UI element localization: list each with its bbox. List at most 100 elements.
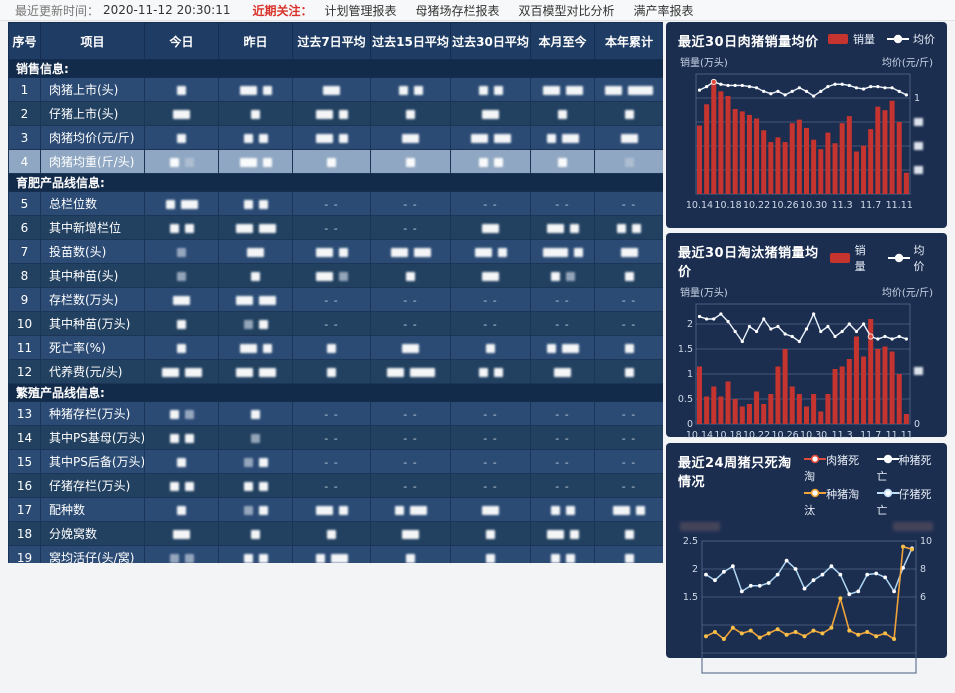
redacted-value xyxy=(338,109,348,119)
link-full-capacity-report[interactable]: 满产率报表 xyxy=(633,3,694,18)
redacted-value xyxy=(315,247,333,257)
table-row-1[interactable]: 1 肉猪上市(头) xyxy=(8,77,663,102)
redacted-value-cell xyxy=(292,149,371,174)
svg-text:10: 10 xyxy=(920,536,932,547)
redacted-value-cell xyxy=(594,335,663,360)
col-header-2: 今日 xyxy=(144,22,219,60)
legend-item-均价[interactable]: 均价 xyxy=(887,31,935,47)
table-row-9[interactable]: 9 存栏数(万头) - -- -- -- -- - xyxy=(8,287,663,312)
legend-item-种猪死亡[interactable]: 种猪死亡 xyxy=(876,452,935,484)
no-data-cell: - - xyxy=(292,425,371,450)
legend-item-销量[interactable]: 销量 xyxy=(827,31,875,47)
redacted-value xyxy=(482,109,499,119)
redacted-value-cell xyxy=(144,449,219,474)
table-row-13[interactable]: 13 种猪存栏(万头) - -- -- -- -- - xyxy=(8,401,663,426)
no-data-cell: - - xyxy=(292,401,371,426)
table-row-19[interactable]: 19 窝均活仔(头/窝) xyxy=(8,545,663,563)
redacted-value xyxy=(482,271,499,281)
row-number: 11 xyxy=(8,335,41,360)
chart1-title: 最近30日肉猪销量均价 xyxy=(678,35,819,50)
table-row-18[interactable]: 18 分娩窝数 xyxy=(8,521,663,546)
redacted-value xyxy=(323,85,340,95)
redacted-value-cell xyxy=(218,263,293,288)
redacted-value-cell xyxy=(530,545,595,563)
no-data-cell: - - xyxy=(450,425,531,450)
redacted-value xyxy=(546,223,564,233)
redacted-value xyxy=(251,409,260,419)
chart1-axis-names: 销量(万头) 均价(元/斤) xyxy=(678,54,935,69)
chart2-right-axis-name: 均价(元/斤) xyxy=(881,288,933,299)
legend-item-仔猪死亡[interactable]: 仔猪死亡 xyxy=(876,486,935,518)
redacted-value xyxy=(247,247,264,257)
no-data-cell: - - xyxy=(530,401,595,426)
table-row-16[interactable]: 16 仔猪存栏(万头) - -- -- -- -- - xyxy=(8,473,663,498)
table-row-5[interactable]: 5 总栏位数 - -- -- -- -- - xyxy=(8,191,663,216)
link-plan-report[interactable]: 计划管理报表 xyxy=(324,3,397,18)
row-number: 5 xyxy=(8,191,41,216)
redacted-value xyxy=(561,133,579,143)
table-row-15[interactable]: 15 其中PS后备(万头) - -- -- -- -- - xyxy=(8,449,663,474)
redacted-value xyxy=(486,553,495,563)
redacted-value-cell xyxy=(218,359,293,384)
redacted-value-cell xyxy=(144,263,219,288)
redacted-value xyxy=(620,133,638,143)
no-data-cell: - - xyxy=(292,287,371,312)
legend-item-均价[interactable]: 均价 xyxy=(888,242,935,274)
redacted-value xyxy=(239,157,257,167)
redacted-value-cell xyxy=(450,521,531,546)
table-row-3[interactable]: 3 肉猪均价(元/斤) xyxy=(8,125,663,150)
redacted-value xyxy=(493,367,503,377)
redacted-value-cell xyxy=(144,521,219,546)
redacted-value-cell xyxy=(144,77,219,102)
link-model-compare[interactable]: 双百模型对比分析 xyxy=(518,3,615,18)
table-row-8[interactable]: 8 其中种苗(头) xyxy=(8,263,663,288)
redacted-value-cell xyxy=(144,101,219,126)
legend-label: 仔猪死亡 xyxy=(876,488,932,517)
table-row-11[interactable]: 11 死亡率(%) xyxy=(8,335,663,360)
redacted-value-cell xyxy=(594,521,663,546)
row-number: 1 xyxy=(8,77,41,102)
redacted-value-cell xyxy=(594,263,663,288)
no-data-cell: - - xyxy=(292,473,371,498)
top-status-bar: 最近更新时间： 2020-11-12 20:30:11 近期关注： 计划管理报表… xyxy=(0,0,955,21)
redacted-value xyxy=(406,109,415,119)
no-data-cell: - - xyxy=(292,449,371,474)
no-data-cell: - - xyxy=(370,311,451,336)
recent-focus-label: 近期关注： xyxy=(252,3,313,18)
redacted-value-cell xyxy=(292,521,371,546)
redacted-value-cell xyxy=(370,545,451,563)
redacted-value-cell xyxy=(530,335,595,360)
table-row-2[interactable]: 2 仔猪上市(头) xyxy=(8,101,663,126)
col-header-1: 项目 xyxy=(40,22,145,60)
no-data-cell: - - xyxy=(370,191,451,216)
col-header-7: 本月至今 xyxy=(530,22,595,60)
redacted-value-cell xyxy=(144,335,219,360)
svg-text:1.5: 1.5 xyxy=(678,344,693,355)
redacted-value xyxy=(258,481,268,491)
redacted-value-cell xyxy=(594,359,663,384)
redacted-value xyxy=(243,553,253,563)
redacted-value-cell xyxy=(530,239,595,264)
table-row-12[interactable]: 12 代养费(元/头) xyxy=(8,359,663,384)
update-time-value: 2020-11-12 20:30:11 xyxy=(103,3,231,17)
legend-item-销量[interactable]: 销量 xyxy=(829,242,876,274)
table-row-6[interactable]: 6 其中新增栏位 - -- - xyxy=(8,215,663,240)
table-row-17[interactable]: 17 配种数 xyxy=(8,497,663,522)
redacted-value xyxy=(402,529,419,539)
table-row-10[interactable]: 10 其中种苗(万头) - -- -- -- -- - xyxy=(8,311,663,336)
link-sow-farm-report[interactable]: 母猪场存栏报表 xyxy=(415,3,500,18)
redacted-value-cell xyxy=(450,149,531,174)
no-data-cell: - - xyxy=(370,401,451,426)
redacted-value-cell xyxy=(530,125,595,150)
table-row-7[interactable]: 7 投苗数(头) xyxy=(8,239,663,264)
svg-text:11.3: 11.3 xyxy=(832,430,853,441)
legend-item-肉猪死淘[interactable]: 肉猪死淘 xyxy=(804,452,862,484)
table-row-14[interactable]: 14 其中PS基母(万头) - -- -- -- -- - xyxy=(8,425,663,450)
table-row-4[interactable]: 4 肉猪均重(斤/头) xyxy=(8,149,663,174)
chart3-left-axis-name-redacted xyxy=(680,522,720,531)
redacted-value-cell xyxy=(292,497,371,522)
legend-item-种猪淘汰[interactable]: 种猪淘汰 xyxy=(804,486,862,518)
chart2-legend: 销量 均价 xyxy=(829,242,935,274)
redacted-value xyxy=(258,319,268,329)
svg-text:0.5: 0.5 xyxy=(678,394,693,405)
